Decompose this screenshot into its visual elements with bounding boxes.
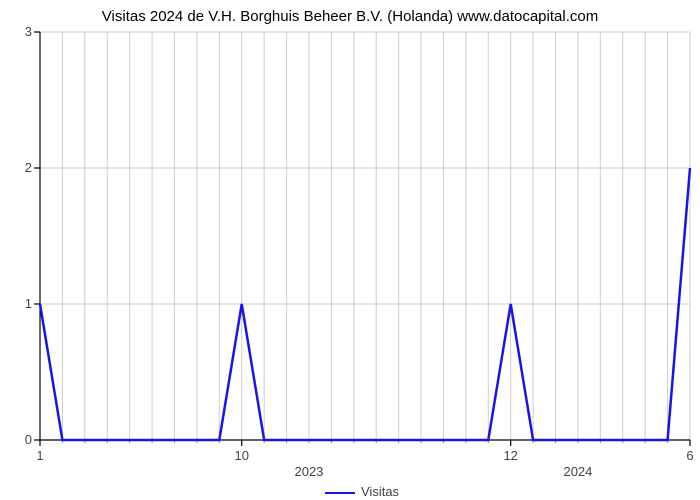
chart-plot-area: [0, 0, 700, 500]
y-tick-label: 0: [8, 432, 32, 447]
x-tick-label: 10: [234, 448, 248, 463]
y-tick-label: 3: [8, 24, 32, 39]
x-tick-label: 12: [503, 448, 517, 463]
chart-legend: Visitas: [325, 484, 399, 499]
legend-label: Visitas: [361, 484, 399, 499]
y-tick-label: 2: [8, 160, 32, 175]
x-year-label: 2024: [563, 464, 592, 479]
x-year-label: 2023: [294, 464, 323, 479]
x-tick-label: 6: [686, 448, 693, 463]
y-tick-label: 1: [8, 296, 32, 311]
legend-line-icon: [325, 492, 355, 494]
x-tick-label: 1: [36, 448, 43, 463]
